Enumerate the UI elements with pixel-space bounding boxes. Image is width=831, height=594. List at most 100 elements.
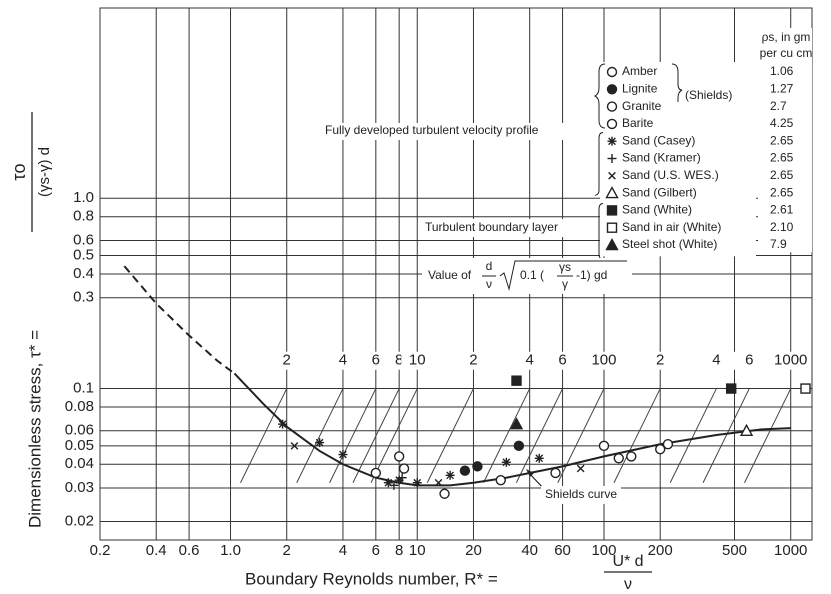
density-value: 2.10 bbox=[770, 220, 794, 234]
marker-part bbox=[511, 375, 522, 386]
marker-part bbox=[550, 467, 561, 479]
marker-part bbox=[606, 118, 618, 130]
annotation: (Shields) bbox=[685, 88, 732, 102]
label-bg bbox=[326, 351, 359, 370]
legend-marker bbox=[605, 186, 619, 199]
parameter-line bbox=[370, 388, 418, 483]
y-tick-label: 1.0 bbox=[73, 189, 94, 206]
label-bg bbox=[270, 351, 303, 370]
marker-part bbox=[739, 423, 754, 436]
density-value: 4.25 bbox=[770, 116, 794, 130]
parameter-tick-label: 4 bbox=[526, 352, 534, 369]
curve-label: Shields curve bbox=[545, 487, 617, 501]
parameter-line bbox=[669, 388, 717, 483]
y-tick-label: 0.03 bbox=[65, 479, 94, 496]
x-tick-label: 20 bbox=[465, 542, 482, 559]
parameter-line bbox=[515, 388, 564, 483]
x-tick-label: 10 bbox=[409, 542, 426, 559]
marker-part bbox=[434, 478, 443, 487]
data-point bbox=[445, 470, 455, 480]
marker-part bbox=[606, 101, 618, 112]
parameter-line bbox=[240, 388, 288, 483]
marker-part bbox=[606, 66, 618, 78]
label-bg bbox=[733, 351, 766, 370]
data-point bbox=[278, 419, 288, 429]
parameter-tick-label: 8 bbox=[395, 352, 403, 369]
marker-part bbox=[608, 137, 616, 146]
legend-label: Sand (White) bbox=[622, 203, 692, 217]
data-point bbox=[739, 423, 754, 436]
shields-curve bbox=[123, 265, 236, 375]
density-value: 2.65 bbox=[770, 133, 794, 147]
data-point bbox=[534, 453, 544, 463]
label-bg bbox=[683, 88, 741, 105]
density-header: ρs, in gm bbox=[762, 30, 811, 44]
x-tick-label: 200 bbox=[648, 542, 673, 559]
label-bg bbox=[457, 351, 490, 370]
annotation: Turbulent boundary layer bbox=[425, 220, 558, 234]
data-point bbox=[576, 464, 585, 473]
marker-part bbox=[509, 417, 524, 430]
legend-label: Barite bbox=[622, 116, 654, 130]
y-tick-label: 0.02 bbox=[65, 513, 94, 530]
x-tick-label: 4 bbox=[339, 542, 347, 559]
formula: Value of bbox=[428, 268, 472, 282]
parameter-line bbox=[483, 388, 531, 483]
density-header: per cu cm bbox=[760, 46, 813, 60]
legend-label: Steel shot (White) bbox=[622, 237, 717, 251]
legend-marker bbox=[606, 205, 618, 216]
y-tick-label: 0.3 bbox=[73, 289, 94, 306]
data-point bbox=[412, 478, 422, 488]
parameter-tick-label: 6 bbox=[372, 352, 380, 369]
marker-part bbox=[315, 438, 324, 447]
x-tick-label: 1.0 bbox=[220, 542, 241, 559]
marker-part bbox=[472, 461, 483, 472]
formula: γ bbox=[562, 277, 568, 291]
data-point bbox=[655, 444, 666, 455]
marker-part bbox=[459, 465, 471, 476]
legend-label: Lignite bbox=[622, 81, 658, 95]
legend-label: Amber bbox=[622, 64, 657, 78]
formula: d bbox=[486, 259, 493, 273]
marker-part bbox=[339, 450, 347, 459]
density-value: 2.65 bbox=[770, 185, 794, 199]
parameter-tick-label: 10 bbox=[409, 352, 426, 369]
data-point bbox=[439, 488, 450, 499]
parameter-tick-label: 6 bbox=[558, 352, 566, 369]
density-value: 1.06 bbox=[770, 64, 794, 78]
density-value: 2.65 bbox=[770, 151, 794, 165]
data-point bbox=[513, 440, 525, 452]
bracket bbox=[671, 63, 683, 102]
marker-part bbox=[513, 440, 525, 452]
legend-label: Sand (Casey) bbox=[622, 133, 695, 147]
legend-marker bbox=[606, 118, 618, 130]
marker-part bbox=[446, 471, 455, 480]
parameter-line bbox=[702, 388, 750, 483]
parameter-line bbox=[613, 388, 661, 483]
bracket bbox=[594, 132, 604, 196]
legend-label: Sand (Gilbert) bbox=[622, 185, 697, 199]
parameter-line bbox=[557, 388, 605, 483]
data-point bbox=[398, 463, 410, 474]
label-bg bbox=[322, 123, 598, 140]
marker-part bbox=[278, 420, 287, 429]
legend-marker bbox=[607, 136, 617, 146]
marker-part bbox=[502, 458, 511, 467]
data-point bbox=[725, 383, 737, 394]
x-tick-label: 40 bbox=[521, 542, 538, 559]
marker-part bbox=[608, 171, 616, 180]
x-tick-label: 500 bbox=[722, 542, 747, 559]
marker-part bbox=[606, 222, 618, 233]
parameter-tick-label: 2 bbox=[283, 352, 291, 369]
label-bg bbox=[513, 351, 546, 370]
label-bg bbox=[700, 351, 733, 370]
data-point bbox=[370, 467, 382, 479]
label-bg bbox=[401, 351, 434, 370]
data-point bbox=[613, 453, 624, 464]
legend-marker bbox=[606, 222, 618, 233]
x-tick-label: 0.4 bbox=[146, 542, 167, 559]
parameter-line bbox=[744, 388, 792, 483]
marker-part bbox=[535, 454, 544, 463]
bracket bbox=[593, 63, 606, 129]
